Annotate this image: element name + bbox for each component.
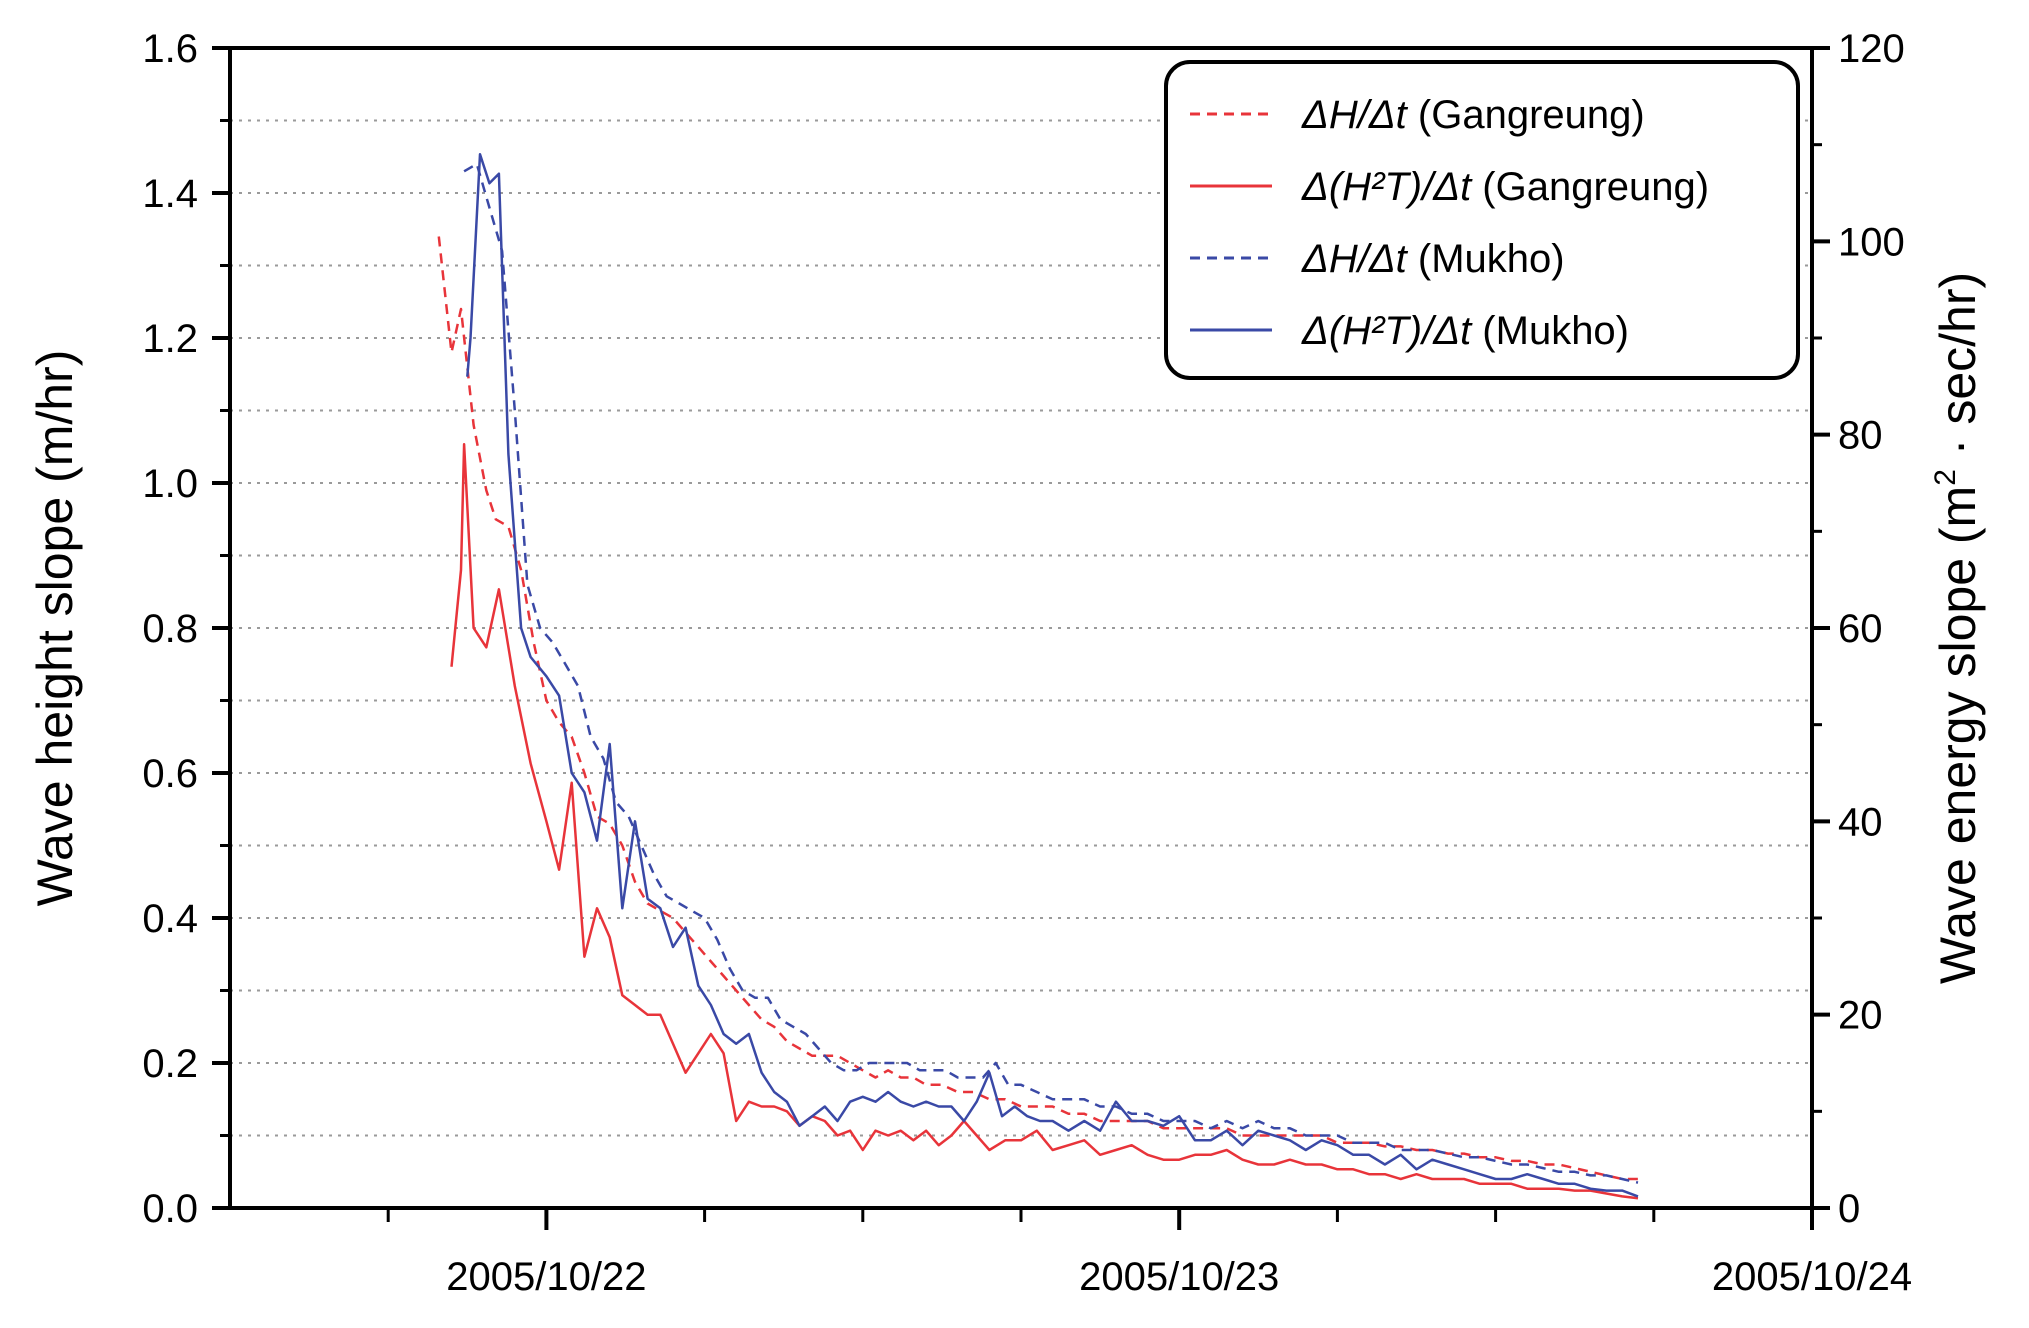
series-lines [437,153,1639,1200]
y-tick-label: 0.6 [142,752,198,796]
y-axis-left: 0.0 0.2 0.4 0.6 0.8 1.0 1.2 1.4 1.6 [142,27,230,1231]
y-axis-right: 0 20 40 60 80 100 120 [1812,27,1905,1231]
legend-label-site: (Gangreung) [1407,93,1645,137]
legend-label-2: Δ(H²T)/Δt (Gangreung) [1301,165,1709,209]
legend-label-site: (Gangreung) [1471,165,1709,209]
y2-tick-label: 20 [1838,994,1883,1038]
legend-label-math: Δ(H²T)/Δt [1301,165,1473,209]
y-tick-label: 1.0 [142,462,198,506]
y2-tick-label: 0 [1838,1187,1860,1231]
y-tick-label: 1.6 [142,27,198,71]
y2-axis-title: Wave energy slope (m2 · sec/hr) [1929,272,1986,984]
y2-tick-label: 60 [1838,607,1883,651]
series-line-2 [450,443,1639,1200]
x-tick-label: 2005/10/23 [1079,1255,1279,1299]
y2-tick-label: 40 [1838,800,1883,844]
legend-box [1164,60,1800,380]
y-tick-label: 0.0 [142,1187,198,1231]
y-tick-label: 0.8 [142,607,198,651]
x-tick-label: 2005/10/22 [446,1255,646,1299]
y2-tick-label: 80 [1838,414,1883,458]
legend-label-math: ΔH/Δt [1301,237,1409,281]
legend-label-4: Δ(H²T)/Δt (Mukho) [1301,309,1629,353]
x-tick-label: 2005/10/24 [1712,1255,1912,1299]
y2-axis-title-superscript: 2 [1929,469,1962,486]
legend-label-site: (Mukho) [1407,237,1565,281]
y-tick-label: 0.2 [142,1042,198,1086]
legend-label-site: (Mukho) [1471,309,1629,353]
legend-label-3: ΔH/Δt (Mukho) [1301,237,1565,281]
y-tick-label: 1.2 [142,317,198,361]
grid-lines [230,119,1812,1137]
y2-axis-title-main: Wave energy slope (m [1930,486,1986,984]
y-tick-label: 1.4 [142,172,198,216]
y2-axis-title-unit: · sec/hr) [1930,272,1986,469]
y2-tick-label: 100 [1838,220,1905,264]
series-line-4 [466,153,1639,1198]
y-tick-label: 0.4 [142,897,198,941]
series-line-1 [437,236,1638,1181]
legend-label-1: ΔH/Δt (Gangreung) [1301,93,1645,137]
legend-label-math: Δ(H²T)/Δt [1301,309,1473,353]
x-axis: 2005/10/22 2005/10/23 2005/10/24 [386,1208,1912,1299]
y-axis-title: Wave height slope (m/hr) [27,350,83,907]
legend: ΔH/Δt (Gangreung)Δ(H²T)/Δt (Gangreung)ΔH… [1164,60,1800,380]
y2-tick-label: 120 [1838,27,1905,71]
legend-label-math: ΔH/Δt [1301,93,1409,137]
